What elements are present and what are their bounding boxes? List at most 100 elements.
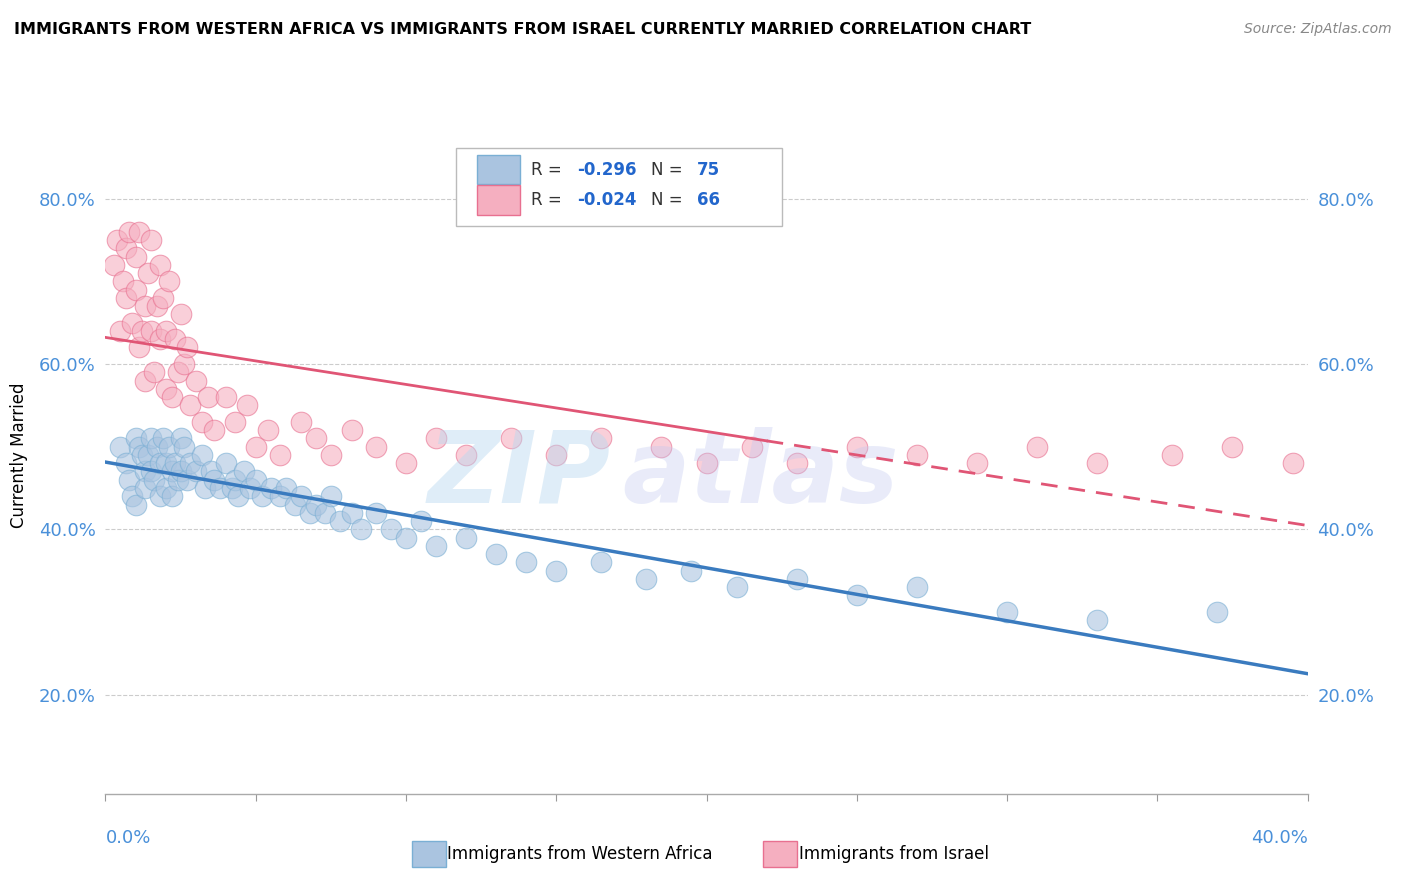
Point — [1281, 456, 1303, 470]
Point — [1085, 456, 1108, 470]
Point — [1206, 605, 1229, 619]
Point — [179, 456, 201, 470]
Point — [155, 481, 177, 495]
Text: IMMIGRANTS FROM WESTERN AFRICA VS IMMIGRANTS FROM ISRAEL CURRENTLY MARRIED CORRE: IMMIGRANTS FROM WESTERN AFRICA VS IMMIGR… — [14, 22, 1032, 37]
Point — [142, 365, 165, 379]
Text: 66: 66 — [697, 191, 720, 209]
Y-axis label: Currently Married: Currently Married — [10, 382, 28, 528]
Point — [139, 465, 162, 479]
Point — [136, 448, 159, 462]
Point — [905, 580, 928, 594]
Point — [160, 489, 183, 503]
Point — [224, 473, 246, 487]
Point — [681, 564, 703, 578]
Point — [696, 456, 718, 470]
Point — [169, 465, 191, 479]
Point — [118, 225, 141, 239]
Point — [155, 456, 177, 470]
Point — [650, 440, 672, 454]
FancyBboxPatch shape — [457, 148, 782, 227]
Point — [905, 448, 928, 462]
Point — [157, 274, 180, 288]
Point — [124, 431, 146, 445]
Point — [221, 481, 243, 495]
Point — [786, 572, 808, 586]
Point — [454, 531, 477, 545]
Point — [179, 398, 201, 412]
Point — [155, 382, 177, 396]
Point — [305, 431, 328, 445]
Text: Immigrants from Western Africa: Immigrants from Western Africa — [447, 845, 713, 863]
Point — [173, 440, 195, 454]
Point — [845, 589, 868, 603]
FancyBboxPatch shape — [477, 186, 520, 215]
Point — [155, 324, 177, 338]
Text: atlas: atlas — [623, 426, 898, 524]
Point — [157, 440, 180, 454]
Point — [107, 233, 129, 247]
Point — [269, 489, 291, 503]
Point — [124, 498, 146, 512]
Point — [136, 266, 159, 280]
Point — [1161, 448, 1184, 462]
Point — [173, 357, 195, 371]
Text: 0.0%: 0.0% — [105, 829, 150, 847]
Point — [298, 506, 321, 520]
Point — [124, 250, 146, 264]
Point — [256, 423, 278, 437]
Point — [148, 258, 170, 272]
Point — [190, 448, 212, 462]
Point — [214, 390, 236, 404]
Point — [591, 431, 613, 445]
Point — [245, 440, 267, 454]
Point — [591, 555, 613, 569]
Point — [425, 539, 447, 553]
Point — [1026, 440, 1049, 454]
Point — [224, 415, 246, 429]
Point — [314, 506, 336, 520]
Point — [425, 431, 447, 445]
Point — [160, 390, 183, 404]
Point — [741, 440, 763, 454]
Point — [134, 299, 156, 313]
Point — [364, 440, 387, 454]
Point — [786, 456, 808, 470]
Point — [112, 274, 135, 288]
Point — [515, 555, 537, 569]
Point — [235, 398, 257, 412]
Point — [148, 489, 170, 503]
Point — [166, 473, 188, 487]
Point — [121, 489, 143, 503]
Point — [139, 324, 162, 338]
Point — [163, 332, 186, 346]
Point — [546, 448, 568, 462]
Point — [454, 448, 477, 462]
Point — [148, 332, 170, 346]
Point — [148, 456, 170, 470]
Point — [134, 465, 156, 479]
Point — [160, 465, 183, 479]
Point — [284, 498, 307, 512]
Point — [260, 481, 283, 495]
Point — [290, 415, 312, 429]
FancyBboxPatch shape — [477, 154, 520, 185]
Point — [197, 390, 219, 404]
Point — [226, 489, 249, 503]
Point — [350, 522, 373, 536]
Point — [139, 431, 162, 445]
Text: -0.024: -0.024 — [576, 191, 636, 209]
Point — [232, 465, 254, 479]
Point — [131, 324, 153, 338]
Point — [364, 506, 387, 520]
Point — [966, 456, 988, 470]
Text: R =: R = — [531, 161, 567, 178]
Point — [274, 481, 297, 495]
Point — [176, 473, 198, 487]
Point — [1085, 613, 1108, 627]
Point — [485, 547, 508, 561]
Point — [245, 473, 267, 487]
Point — [139, 233, 162, 247]
Point — [395, 456, 418, 470]
Point — [128, 225, 150, 239]
Point — [200, 465, 222, 479]
